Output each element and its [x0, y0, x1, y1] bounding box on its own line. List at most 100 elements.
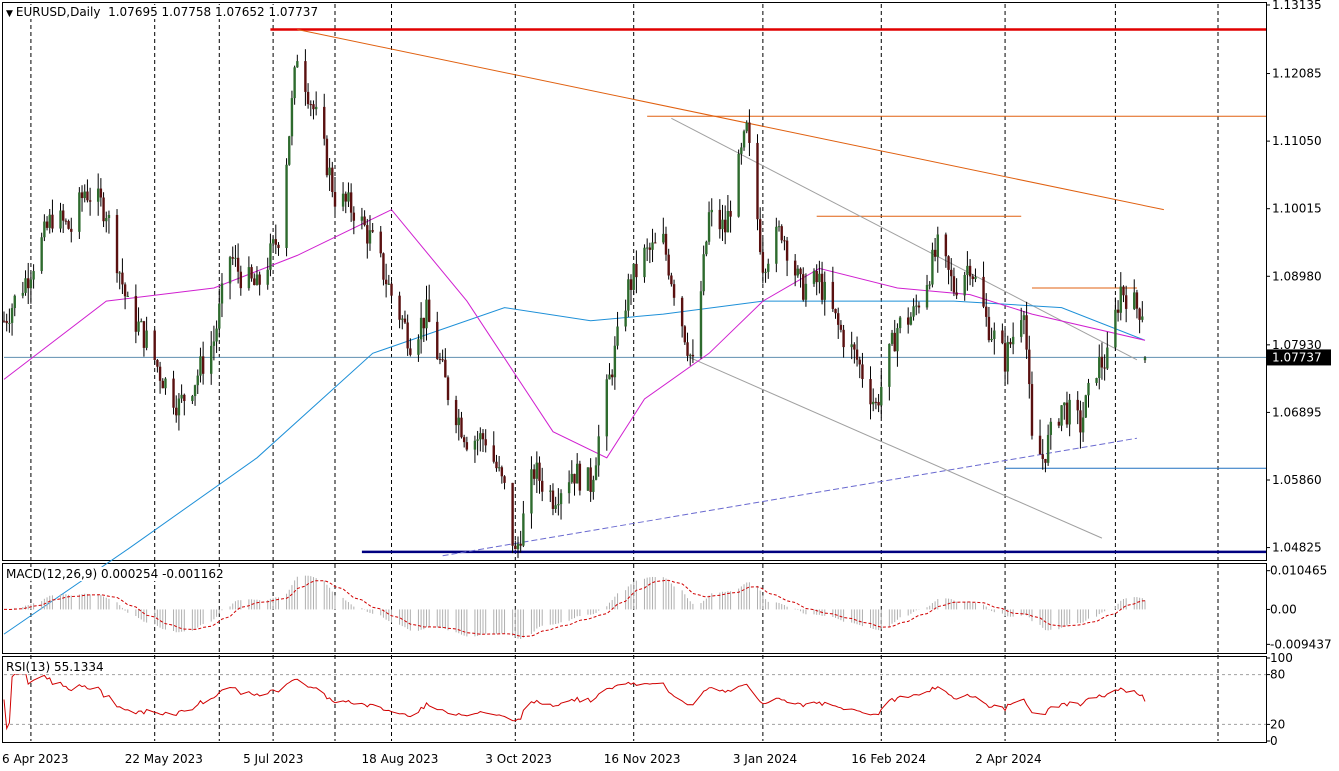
price-tick-label: 1.04825: [1272, 541, 1322, 555]
candle-body: [1060, 405, 1063, 426]
candle-body: [933, 249, 937, 257]
rsi-tick-label: 0: [1270, 734, 1278, 748]
candle-body: [721, 219, 724, 230]
candle-body: [1028, 349, 1031, 385]
candle-body: [1006, 341, 1009, 372]
chart-title: ▼ EURUSD,Daily 1.07695 1.07758 1.07652 1.…: [6, 5, 319, 19]
candle-body: [2, 320, 6, 322]
candle-body: [500, 467, 504, 477]
macd-signal: -0.001162: [162, 567, 224, 581]
candle-body: [137, 321, 140, 332]
candle-body: [363, 216, 366, 226]
candle-body: [1116, 309, 1120, 313]
candle-body: [699, 291, 703, 357]
candle-body: [59, 210, 62, 229]
candle-body: [8, 322, 11, 324]
macd-tick-label: 0.00: [1270, 602, 1297, 616]
price-panel-frame: [2, 2, 1267, 561]
candle-body: [702, 254, 705, 292]
candle-body: [323, 106, 326, 139]
candle-body: [796, 268, 800, 276]
candle-body: [839, 324, 843, 330]
candle-body: [519, 543, 522, 546]
symbol-label: EURUSD,Daily: [15, 5, 101, 19]
candle-body: [495, 461, 498, 469]
candle-body: [643, 247, 646, 278]
price-tick-label: 1.05860: [1272, 473, 1322, 487]
candle-body: [1044, 458, 1047, 463]
candle-body: [514, 545, 517, 550]
candle-body: [915, 305, 918, 307]
candle-body: [567, 482, 571, 494]
candle-body: [888, 343, 891, 387]
candle-body: [549, 490, 552, 492]
candle-body: [906, 317, 910, 325]
candle-body: [745, 122, 748, 132]
candle-body: [767, 263, 770, 272]
candle-body: [689, 354, 692, 356]
candle-body: [662, 233, 665, 243]
candle-body: [296, 61, 299, 68]
candle-body: [968, 265, 972, 277]
candle-body: [575, 463, 579, 484]
candle-body: [670, 275, 673, 285]
candle-body: [27, 278, 30, 289]
candle-body: [1106, 347, 1109, 369]
candle-body: [21, 292, 25, 296]
candle-body: [1076, 399, 1079, 411]
candle-body: [707, 212, 711, 242]
candle-body: [312, 104, 315, 110]
candle-body: [729, 210, 732, 217]
candle-body: [869, 379, 872, 405]
candle-body: [366, 225, 369, 244]
candle-body: [175, 407, 178, 416]
candle-body: [691, 354, 695, 357]
candle-body: [48, 214, 51, 228]
candle-body: [683, 326, 687, 343]
candle-body: [331, 167, 334, 193]
candle-body: [83, 191, 86, 199]
candle-body: [993, 330, 996, 339]
candle-body: [441, 359, 444, 361]
candle-body: [740, 147, 743, 154]
candle-body: [231, 257, 234, 259]
candle-body: [592, 479, 595, 492]
candle-body: [444, 359, 447, 378]
candle-body: [99, 188, 103, 198]
price-tick-label: 1.13135: [1272, 0, 1322, 12]
candle-body: [554, 505, 557, 509]
macd-layer: [4, 575, 1146, 639]
candle-body: [387, 283, 391, 285]
rsi-label: RSI(13): [6, 660, 51, 674]
candle-body: [1038, 435, 1042, 455]
candle-body: [409, 348, 412, 355]
candle-body: [126, 295, 129, 297]
candle-body: [121, 272, 124, 285]
rsi-line: [3, 671, 1146, 731]
candle-body: [982, 276, 985, 307]
candle-body: [352, 212, 356, 221]
candle-body: [608, 374, 611, 380]
candle-body: [1141, 316, 1144, 320]
candle-body: [457, 417, 460, 426]
candle-body: [212, 341, 216, 346]
candle-body: [325, 138, 329, 176]
candle-body: [24, 278, 27, 293]
candle-body: [193, 385, 197, 397]
candle-body: [820, 273, 824, 300]
rsi-tick-label: 20: [1270, 717, 1285, 731]
candle-body: [40, 237, 43, 272]
candle-body: [928, 284, 931, 286]
candle-body: [758, 219, 762, 253]
dropdown-triangle-icon[interactable]: ▼: [6, 9, 13, 19]
price-tick-label: 1.12085: [1272, 67, 1322, 81]
candle-body: [239, 271, 243, 289]
candle-body: [944, 234, 948, 257]
candle-body: [62, 210, 65, 221]
candle-body: [570, 473, 574, 483]
candle-body: [344, 193, 347, 202]
candle-body: [290, 98, 294, 137]
candle-body: [422, 317, 426, 329]
candle-body: [436, 321, 439, 359]
